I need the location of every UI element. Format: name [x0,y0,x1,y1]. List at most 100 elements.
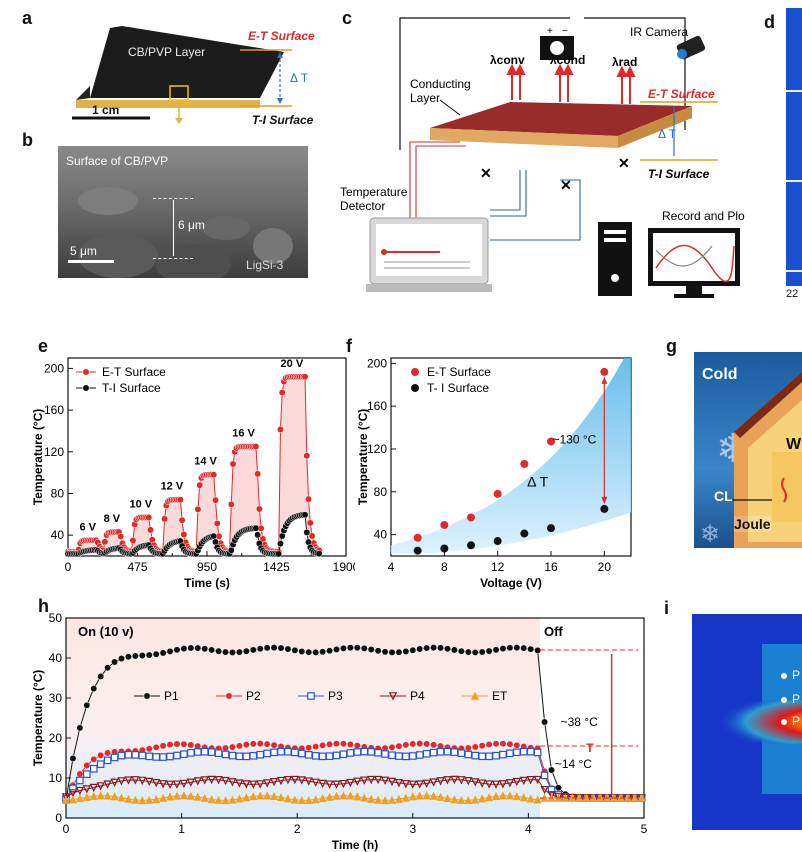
data-point-ET [408,792,417,801]
snowflake-icon-2: ❄ [700,521,720,548]
data-point-ET [228,795,237,804]
data-point-P4 [408,780,417,789]
data-point-P1 [555,784,562,792]
data-point-P1 [305,648,313,656]
data-point-ET [103,791,112,800]
data-point-P1 [548,766,555,774]
panel-g-house-illustration: ❄ ❄ Cold CL Joule W [694,352,802,548]
y-tick-label: 30 [49,691,63,705]
delta-t-band [391,358,631,554]
plot-frame [65,617,645,819]
data-point-P2 [430,741,438,749]
data-point-P1 [319,648,327,656]
data-point-ET [471,795,480,804]
c-et-label: E-T Surface [648,87,715,101]
data-point-P1 [395,648,403,656]
data-point-et [129,537,137,544]
data-point-P1 [506,644,514,652]
data-point-P1 [367,646,375,653]
x-tick-label: 16 [544,560,558,574]
et-point [440,520,449,529]
arrow-head [601,496,608,504]
data-point-P4 [387,777,397,787]
data-point-et [145,513,153,521]
data-point-P1 [409,646,417,654]
data-point-P1 [277,644,285,652]
y-axis-label: Temperature (°C) [31,409,45,506]
data-point-P3 [457,749,466,757]
data-point-P1 [457,647,465,655]
panel-letter-b: b [22,130,33,150]
data-point-P1 [527,645,535,653]
x-tick-label: 8 [441,560,448,574]
data-point-P2 [409,740,417,748]
data-point-P1 [83,701,91,709]
data-point-P1 [471,648,479,656]
data-point-ET [89,791,98,800]
y-tick-label: 120 [44,445,64,459]
et-surface-label: E-T Surface [248,29,315,43]
data-point-ET [332,791,341,800]
sem-surface-label: Surface of CB/PVP [66,154,169,168]
data-point-P3 [547,785,556,794]
x-axis-label: Time (s) [184,576,230,590]
data-point-ET [450,795,459,804]
legend-label: P1 [164,689,179,703]
data-point-P1 [312,648,320,656]
data-point-et [308,532,316,540]
data-point-P2 [242,741,250,749]
x-tick-label: 2 [294,822,301,836]
legend-label: E-T Surface [427,365,491,379]
data-point-ET [637,793,646,802]
data-point-P3 [173,751,181,760]
data-point-P4 [221,776,230,786]
data-point-ET [214,795,223,804]
y-tick-label: 80 [374,485,388,499]
data-point-P4 [477,779,487,788]
y-tick-label: 40 [51,528,65,542]
data-point-P4 [339,779,348,789]
data-point-ET [200,793,209,802]
data-point-ET [387,795,397,804]
legend-label: ET [492,689,508,703]
y-tick-label: 200 [367,356,387,370]
x-tick-label: 0 [63,822,70,836]
data-point-P1 [69,754,77,762]
data-point-ET [96,791,105,800]
data-point-P2 [173,740,181,748]
data-point-P2 [159,742,167,750]
data-point-P4 [117,777,126,786]
data-point-et [147,526,154,534]
data-point-P2 [485,741,493,748]
legend-label: E-T Surface [102,365,166,379]
data-point-P4 [276,776,286,786]
data-point-P1 [333,646,340,653]
panel-d-thermal-image [786,8,802,286]
data-point-P1 [374,647,382,655]
data-point-P1 [159,649,167,657]
t-label: T [586,741,594,755]
data-point-P3 [131,751,140,759]
data-point-P2 [145,745,153,753]
data-point-P1 [353,644,361,652]
data-point-et [229,460,237,468]
data-point-P3 [346,749,355,757]
data-point-P4 [96,782,105,791]
data-point-P2 [326,740,334,748]
data-point-P4 [443,776,452,785]
panel-c-schematic: + − Conducting Layer λconv λcond λrad IR… [340,17,745,298]
data-point-ET [172,791,181,800]
y-tick-label: 0 [55,811,62,825]
data-point-P1 [402,648,410,655]
data-point-ET [145,795,154,804]
data-point-ET [138,796,147,805]
x-tick-label: 5 [641,822,648,836]
data-point-P3 [159,753,167,761]
data-point-P1 [249,646,257,654]
data-point-P1 [513,644,521,652]
data-point-P2 [471,743,479,751]
data-point-P4 [89,783,98,793]
data-point-P2 [464,744,472,752]
data-point-P3 [395,752,403,760]
data-point-P2 [346,741,354,748]
